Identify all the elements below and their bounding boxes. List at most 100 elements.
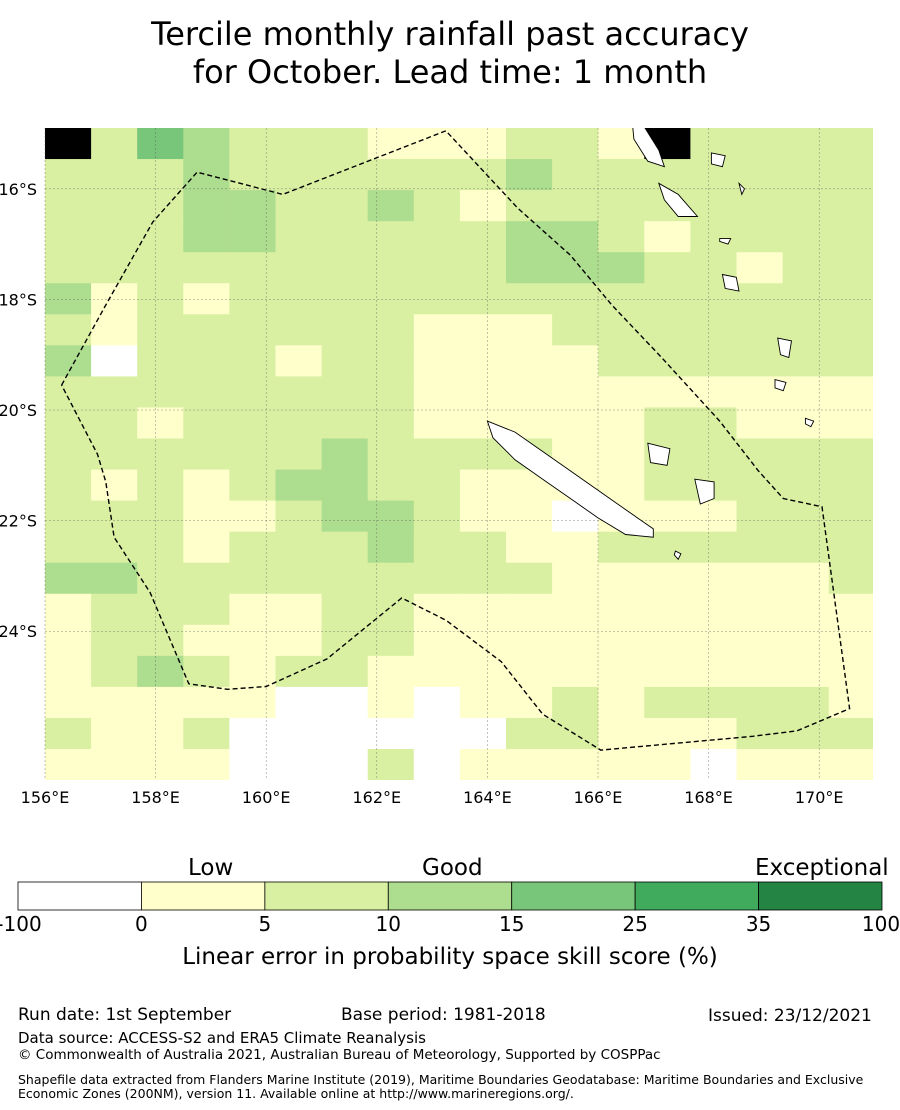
grid-cell — [137, 314, 184, 346]
grid-cell — [783, 811, 830, 843]
grid-cell — [137, 469, 184, 502]
grid-cell — [690, 500, 738, 533]
grid-cell — [459, 686, 507, 719]
grid-cell — [321, 531, 369, 564]
grid-cell — [782, 624, 830, 657]
grid-cell — [875, 501, 900, 533]
grid-cell — [91, 655, 138, 688]
grid-cell — [690, 717, 738, 750]
grid-cell — [459, 159, 507, 191]
grid-cell — [552, 531, 599, 564]
grid-cell — [690, 624, 738, 657]
grid-cell — [828, 469, 873, 502]
grid-cell — [552, 407, 599, 440]
lat-tick-label: 16°S — [0, 180, 37, 199]
island-outline — [710, 152, 726, 168]
grid-cell — [413, 500, 461, 533]
grid-cell — [45, 749, 92, 780]
grid-cell — [414, 780, 461, 812]
grid-cell — [368, 811, 415, 843]
grid-cell — [275, 562, 323, 595]
grid-cell — [644, 717, 691, 750]
grid-cell — [782, 686, 830, 719]
grid-cell — [459, 749, 507, 780]
grid-cell — [690, 655, 738, 688]
grid-cell — [552, 624, 599, 657]
grid-cell — [644, 655, 691, 688]
grid-cell — [459, 376, 507, 409]
grid-cell — [828, 717, 873, 750]
grid-cell — [229, 376, 277, 409]
grid-cell — [45, 407, 92, 440]
grid-cell — [183, 438, 230, 471]
grid-cell — [598, 407, 645, 440]
grid-cell — [644, 469, 691, 502]
grid-cell — [413, 686, 461, 719]
grid-cell — [45, 500, 92, 533]
grid-cell — [737, 811, 784, 843]
grid-cell — [459, 252, 507, 284]
grid-cell — [321, 500, 369, 533]
grid-cell — [91, 252, 138, 284]
grid-cell — [506, 593, 553, 626]
grid-cell — [828, 190, 873, 222]
grid-cell — [321, 749, 369, 780]
grid-cell — [875, 314, 900, 346]
grid-cell — [137, 128, 184, 160]
grid-cell — [137, 159, 184, 191]
grid-cell — [598, 655, 645, 688]
grid-cell — [644, 686, 691, 719]
grid-cell — [506, 283, 553, 315]
grid-cell — [321, 221, 369, 253]
grid-cell — [459, 469, 507, 502]
grid-cell — [367, 749, 415, 780]
grid-cell — [736, 686, 784, 719]
grid-cell — [875, 283, 900, 315]
grid-cell — [45, 314, 92, 346]
grid-cell — [413, 469, 461, 502]
grid-cell — [506, 655, 553, 688]
colorbar-tick-label: 35 — [745, 912, 772, 936]
grid-cell — [690, 562, 738, 595]
grid-cell — [459, 593, 507, 626]
grid-cell — [183, 469, 230, 502]
grid-cell — [91, 531, 138, 564]
grid-cell — [875, 221, 900, 253]
grid-cell — [598, 221, 645, 253]
grid-cell — [275, 655, 323, 688]
grid-cell — [229, 438, 277, 471]
grid-cell — [275, 128, 323, 160]
grid-cell — [91, 128, 138, 160]
grid-cell — [782, 749, 830, 780]
grid-cell — [229, 811, 276, 843]
grid-cell — [690, 314, 738, 346]
grid-cell — [552, 345, 599, 377]
grid-cell — [275, 469, 323, 502]
grid-cell — [598, 686, 645, 719]
grid-cell — [690, 376, 738, 409]
grid-cell — [459, 562, 507, 595]
grid-cell — [875, 376, 900, 408]
grid-cell — [506, 686, 553, 719]
grid-cell — [828, 221, 873, 253]
island-outline — [647, 442, 671, 466]
grid-cell — [91, 221, 138, 253]
axis-ticks: 156°E 158°E 160°E 162°E 164°E 166°E 168°E 170°E… — [0, 180, 844, 807]
graticule — [44, 128, 873, 780]
grid-cell — [275, 593, 323, 626]
grid-cell — [506, 624, 553, 657]
grid-cell — [413, 562, 461, 595]
colorbar-segment — [387, 881, 513, 911]
grid-cell — [137, 562, 184, 595]
map-title-line1: Tercile monthly rainfall past accuracy — [151, 15, 749, 53]
lon-tick-label: 160°E — [242, 788, 291, 807]
grid-cell — [828, 562, 873, 595]
grid-cell — [137, 593, 184, 626]
grid-cell — [828, 283, 873, 315]
grid-cell — [276, 811, 323, 843]
grid-cell — [137, 407, 184, 440]
grid-cell — [875, 159, 900, 191]
island-outline — [738, 181, 746, 196]
colorbar-segment — [511, 881, 636, 911]
grid-cell — [367, 314, 415, 346]
